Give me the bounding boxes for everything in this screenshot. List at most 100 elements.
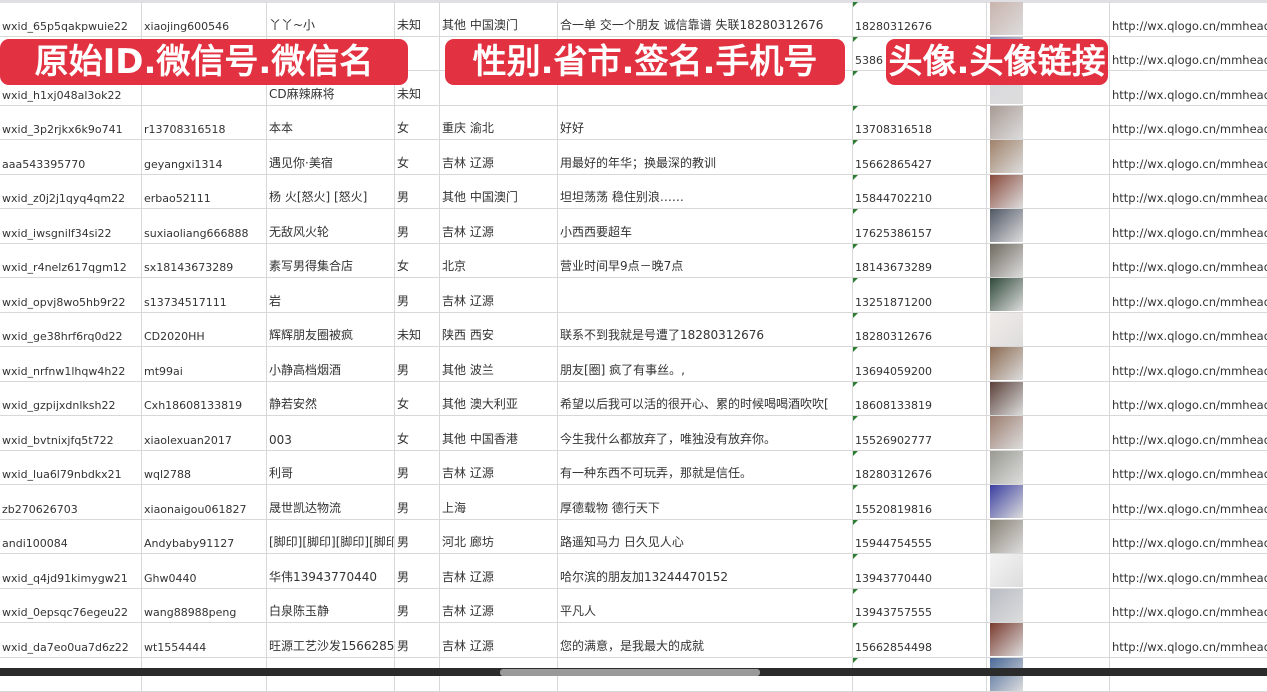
signature-cell[interactable]: 厚德载物 德行天下 (558, 485, 853, 519)
original-id-cell[interactable]: wxid_ge38hrf6rq0d22 (0, 313, 142, 347)
region-cell[interactable]: 其他 波兰 (440, 347, 558, 381)
avatar-url-cell[interactable]: http://wx.qlogo.cn/mmhead (1110, 140, 1267, 174)
avatar-url-cell[interactable]: http://wx.qlogo.cn/mmhead/ (1110, 623, 1267, 657)
original-id-cell[interactable]: wxid_da7eo0ua7d6z22 (0, 623, 142, 657)
phone-cell[interactable]: 18143673289 (853, 244, 987, 278)
signature-cell[interactable]: 合一单 交一个朋友 诚信靠谱 失联18280312676 (558, 2, 853, 36)
phone-cell[interactable]: 15944754555 (853, 520, 987, 554)
avatar-cell[interactable] (987, 106, 1110, 140)
wechat-id-cell[interactable]: xiaolexuan2017 (142, 416, 267, 450)
original-id-cell[interactable]: wxid_iwsgnilf34si22 (0, 209, 142, 243)
original-id-cell[interactable]: wxid_r4nelz617qgm12 (0, 244, 142, 278)
original-id-cell[interactable]: wxid_nrfnw1lhqw4h22 (0, 347, 142, 381)
original-id-cell[interactable]: wxid_lua6l79nbdkx21 (0, 451, 142, 485)
gender-cell[interactable]: 男 (395, 278, 440, 312)
region-cell[interactable]: 吉林 辽源 (440, 140, 558, 174)
region-cell[interactable]: 其他 中国澳门 (440, 175, 558, 209)
avatar-url-cell[interactable]: http://wx.qlogo.cn/mmhead (1110, 485, 1267, 519)
gender-cell[interactable]: 男 (395, 589, 440, 623)
avatar-url-cell[interactable]: http://wx.qlogo.cn/mmhead (1110, 2, 1267, 36)
region-cell[interactable]: 上海 (440, 485, 558, 519)
avatar-url-cell[interactable]: http://wx.qlogo.cn/mmhead (1110, 347, 1267, 381)
region-cell[interactable]: 其他 澳大利亚 (440, 382, 558, 416)
gender-cell[interactable]: 女 (395, 140, 440, 174)
wechat-id-cell[interactable]: wt1554444 (142, 623, 267, 657)
wechat-id-cell[interactable]: Cxh18608133819 (142, 382, 267, 416)
signature-cell[interactable]: 路遥知马力 日久见人心 (558, 520, 853, 554)
avatar-cell[interactable] (987, 140, 1110, 174)
avatar-url-cell[interactable]: http://wx.qlogo.cn/mmhead (1110, 71, 1267, 105)
nickname-cell[interactable]: 小静高档烟酒 (267, 347, 395, 381)
avatar-url-cell[interactable]: http://wx.qlogo.cn/mmhead (1110, 278, 1267, 312)
avatar-url-cell[interactable]: http://wx.qlogo.cn/mmhead (1110, 416, 1267, 450)
avatar-url-cell[interactable]: http://wx.qlogo.cn/mmhead (1110, 313, 1267, 347)
nickname-cell[interactable]: 旺源工艺沙发15662854 (267, 623, 395, 657)
avatar-cell[interactable] (987, 209, 1110, 243)
signature-cell[interactable]: 用最好的年华；换最深的教训 (558, 140, 853, 174)
signature-cell[interactable]: 希望以后我可以活的很开心、累的时候喝喝酒吹吹[ (558, 382, 853, 416)
avatar-cell[interactable] (987, 244, 1110, 278)
avatar-cell[interactable] (987, 2, 1110, 36)
wechat-id-cell[interactable]: xiaojing600546 (142, 2, 267, 36)
wechat-id-cell[interactable]: mt99ai (142, 347, 267, 381)
gender-cell[interactable]: 男 (395, 554, 440, 588)
phone-cell[interactable]: 18280312676 (853, 2, 987, 36)
gender-cell[interactable]: 男 (395, 485, 440, 519)
phone-cell[interactable]: 13251871200 (853, 278, 987, 312)
gender-cell[interactable]: 女 (395, 416, 440, 450)
signature-cell[interactable]: 联系不到我就是号遭了18280312676 (558, 313, 853, 347)
phone-cell[interactable]: 15662854498 (853, 623, 987, 657)
avatar-cell[interactable] (987, 347, 1110, 381)
phone-cell[interactable]: 13943770440 (853, 554, 987, 588)
region-cell[interactable]: 吉林 辽源 (440, 589, 558, 623)
avatar-url-cell[interactable]: http://wx.qlogo.cn/mmhead (1110, 451, 1267, 485)
original-id-cell[interactable]: wxid_65p5qakpwuie22 (0, 2, 142, 36)
signature-cell[interactable]: 您的满意，是我最大的成就 (558, 623, 853, 657)
avatar-url-cell[interactable]: http://wx.qlogo.cn/mmhead (1110, 554, 1267, 588)
region-cell[interactable]: 其他 中国澳门 (440, 2, 558, 36)
signature-cell[interactable] (558, 278, 853, 312)
signature-cell[interactable]: 平凡人 (558, 589, 853, 623)
nickname-cell[interactable]: 无敌风火轮 (267, 209, 395, 243)
signature-cell[interactable]: 哈尔滨的朋友加13244470152 (558, 554, 853, 588)
region-cell[interactable]: 吉林 辽源 (440, 554, 558, 588)
phone-cell[interactable]: 15844702210 (853, 175, 987, 209)
gender-cell[interactable]: 男 (395, 175, 440, 209)
signature-cell[interactable]: 小西西要超车 (558, 209, 853, 243)
gender-cell[interactable]: 男 (395, 520, 440, 554)
avatar-url-cell[interactable]: http://wx.qlogo.cn/mmhead (1110, 589, 1267, 623)
signature-cell[interactable]: 有一种东西不可玩弄，那就是信任。 (558, 451, 853, 485)
original-id-cell[interactable]: andi100084 (0, 520, 142, 554)
signature-cell[interactable]: 好好 (558, 106, 853, 140)
region-cell[interactable]: 河北 廊坊 (440, 520, 558, 554)
nickname-cell[interactable]: 静若安然 (267, 382, 395, 416)
wechat-id-cell[interactable]: sx18143673289 (142, 244, 267, 278)
wechat-id-cell[interactable]: s13734517111 (142, 278, 267, 312)
original-id-cell[interactable]: wxid_3p2rjkx6k9o741 (0, 106, 142, 140)
gender-cell[interactable]: 女 (395, 244, 440, 278)
nickname-cell[interactable]: 遇见你·美宿 (267, 140, 395, 174)
avatar-cell[interactable] (987, 313, 1110, 347)
region-cell[interactable]: 吉林 辽源 (440, 209, 558, 243)
phone-cell[interactable]: 13694059200 (853, 347, 987, 381)
avatar-url-cell[interactable]: http://wx.qlogo.cn/mmhead (1110, 382, 1267, 416)
nickname-cell[interactable]: 本本 (267, 106, 395, 140)
avatar-url-cell[interactable]: http://wx.qlogo.cn/mmhead (1110, 106, 1267, 140)
original-id-cell[interactable]: wxid_bvtnixjfq5t722 (0, 416, 142, 450)
avatar-cell[interactable] (987, 278, 1110, 312)
gender-cell[interactable]: 男 (395, 347, 440, 381)
avatar-url-cell[interactable]: http://wx.qlogo.cn/mmhead (1110, 244, 1267, 278)
phone-cell[interactable]: 18608133819 (853, 382, 987, 416)
nickname-cell[interactable]: 华伟13943770440 (267, 554, 395, 588)
region-cell[interactable]: 吉林 辽源 (440, 278, 558, 312)
avatar-cell[interactable] (987, 554, 1110, 588)
avatar-cell[interactable] (987, 623, 1110, 657)
nickname-cell[interactable]: 岩 (267, 278, 395, 312)
phone-cell[interactable]: 18280312676 (853, 313, 987, 347)
avatar-cell[interactable] (987, 416, 1110, 450)
nickname-cell[interactable]: 利哥 (267, 451, 395, 485)
phone-cell[interactable]: 15662865427 (853, 140, 987, 174)
gender-cell[interactable]: 未知 (395, 2, 440, 36)
signature-cell[interactable]: 今生我什么都放弃了，唯独没有放弃你。 (558, 416, 853, 450)
nickname-cell[interactable]: 辉辉朋友圈被疯 (267, 313, 395, 347)
